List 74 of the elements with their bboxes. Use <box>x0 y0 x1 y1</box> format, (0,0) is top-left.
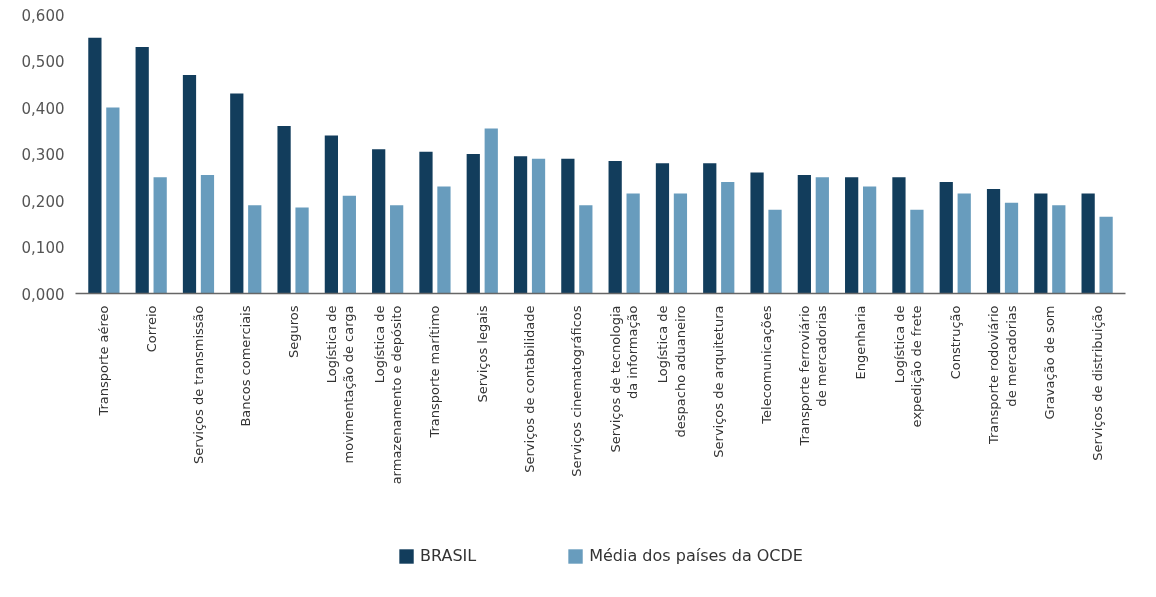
x-tick-label: Transporte aéreo <box>96 305 112 417</box>
x-tick-label: Logística de movimentação de carga <box>324 305 357 464</box>
bar <box>797 174 811 294</box>
bar <box>1004 202 1019 294</box>
bar <box>531 158 546 294</box>
bar <box>1034 193 1048 294</box>
y-tick-label: 0,300 <box>21 146 65 164</box>
x-tick-label: Gravação de som <box>1042 305 1058 420</box>
x-tick-label: Serviços de distribuição <box>1089 305 1105 461</box>
bar <box>390 205 404 294</box>
bar <box>466 154 480 294</box>
legend-label: Média dos países da OCDE <box>589 546 803 565</box>
bar <box>342 195 356 294</box>
bar <box>230 93 244 294</box>
bar <box>845 177 859 294</box>
bar <box>910 209 924 294</box>
bar <box>703 163 717 294</box>
bar <box>1081 193 1095 294</box>
x-tick-label: Serviços de contabilidade <box>522 305 538 473</box>
x-tick-label: Serviços de transmissão <box>190 305 206 464</box>
x-tick-label: Transporte marítimo <box>427 305 443 439</box>
x-tick-label: Construção <box>947 305 963 380</box>
x-tick-label: Transporte rodoviário de mercadorias <box>986 305 1019 446</box>
bar <box>437 186 451 294</box>
bar <box>815 177 829 294</box>
bar <box>626 193 640 294</box>
y-tick-label: 0,600 <box>21 6 65 25</box>
x-tick-label: Transporte ferroviário de mercadorias <box>797 305 830 447</box>
bar <box>372 149 386 294</box>
bar <box>88 37 102 294</box>
x-tick-label: Seguros <box>285 305 301 359</box>
x-tick-label: Serviços de tecnologia da informação <box>608 305 641 453</box>
x-tick-label: Correio <box>143 305 159 353</box>
x-tick-label: Serviços legais <box>474 305 490 403</box>
bar <box>419 151 433 294</box>
x-tick-label: Telecomunicações <box>758 305 774 425</box>
y-tick-label: 0,400 <box>21 99 65 118</box>
bar <box>1052 205 1066 294</box>
y-tick-label: 0,500 <box>21 53 65 71</box>
bar <box>277 126 291 294</box>
bar <box>106 107 120 294</box>
bar <box>295 207 309 294</box>
x-tick-label: Logística de armazenamento e depósito <box>371 305 404 485</box>
bar <box>153 177 167 294</box>
bar <box>986 188 1001 294</box>
bar <box>957 193 971 294</box>
bar <box>939 181 953 294</box>
bar <box>135 47 149 294</box>
bar <box>561 158 575 294</box>
bar <box>750 172 764 294</box>
bar <box>513 156 528 294</box>
bar <box>324 135 338 294</box>
x-tick-label: Serviços cinematográficos <box>569 305 585 477</box>
bar <box>579 205 593 294</box>
bar <box>1099 216 1113 294</box>
bar <box>248 205 262 294</box>
y-tick-label: 0,000 <box>21 285 65 304</box>
bar <box>200 174 215 294</box>
x-tick-label: Serviços de arquitetura <box>711 305 727 458</box>
x-tick-label: Bancos comerciais <box>238 305 254 427</box>
bar <box>673 193 688 294</box>
x-tick-label: Engenharia <box>853 305 869 380</box>
y-tick-label: 0,100 <box>21 239 65 257</box>
legend-label: BRASIL <box>420 546 477 565</box>
bar <box>608 160 622 294</box>
bar <box>768 209 782 294</box>
bar <box>721 181 735 294</box>
y-tick-label: 0,200 <box>21 192 65 211</box>
bar <box>863 186 877 294</box>
bar <box>655 163 670 294</box>
bar <box>182 74 197 294</box>
bar <box>484 128 498 294</box>
bar <box>892 177 906 294</box>
x-tick-label: Logística de expedição de frete <box>891 305 925 428</box>
